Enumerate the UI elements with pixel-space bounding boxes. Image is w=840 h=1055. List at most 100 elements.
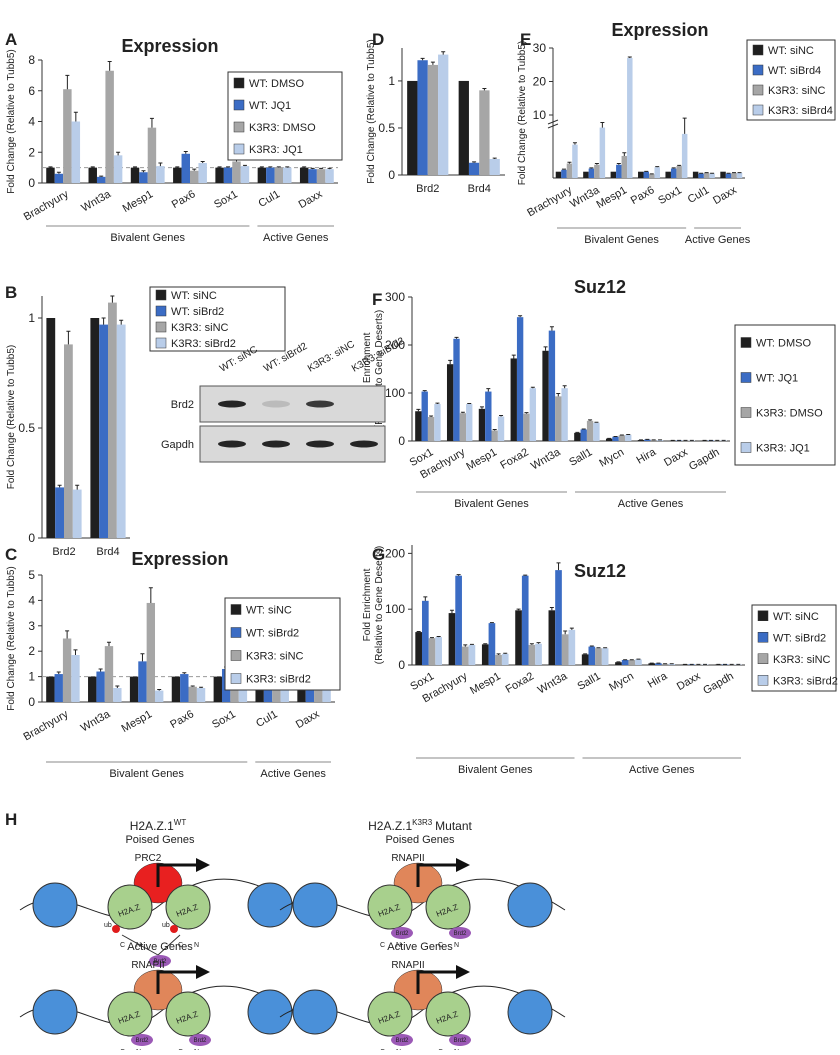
bar bbox=[241, 166, 249, 183]
bar bbox=[434, 404, 440, 441]
legend-swatch bbox=[234, 122, 244, 132]
bar bbox=[422, 392, 428, 441]
bar bbox=[71, 655, 79, 702]
arrow-head bbox=[196, 858, 210, 872]
legend-label: K3R3: DMSO bbox=[756, 408, 823, 420]
error-bar bbox=[116, 152, 120, 155]
legend-label: K3R3: JQ1 bbox=[756, 443, 810, 455]
bar bbox=[693, 172, 698, 178]
error-bar bbox=[512, 355, 516, 358]
error-bar bbox=[483, 644, 487, 645]
x-tick-label: Foxa2 bbox=[498, 446, 530, 472]
heading-text: H2A.Z.1 bbox=[368, 819, 412, 833]
bar bbox=[502, 654, 509, 665]
error-bar bbox=[140, 654, 144, 662]
legend-label: K3R3: DMSO bbox=[249, 122, 316, 134]
x-tick-label: Pax6 bbox=[168, 708, 196, 731]
legend-swatch bbox=[231, 628, 241, 638]
bar bbox=[283, 168, 291, 183]
error-bar bbox=[557, 563, 561, 570]
bar bbox=[561, 170, 566, 178]
bar bbox=[460, 413, 466, 441]
error-bar bbox=[99, 176, 103, 177]
error-bar bbox=[583, 654, 587, 655]
error-bar bbox=[600, 123, 604, 128]
x-tick-label: Daxx bbox=[297, 188, 325, 211]
x-tick-label: Cul1 bbox=[256, 188, 282, 210]
error-bar bbox=[184, 151, 188, 153]
x-tick-label: Brachyury bbox=[22, 188, 71, 223]
x-tick-label: Mesp1 bbox=[121, 188, 156, 215]
chart-title: Expression bbox=[611, 20, 708, 40]
bar bbox=[522, 576, 529, 665]
bar bbox=[46, 168, 54, 183]
bar bbox=[611, 172, 616, 178]
bar bbox=[589, 169, 594, 178]
bar bbox=[535, 644, 542, 665]
legend-label: WT: siNC bbox=[773, 611, 819, 623]
bar bbox=[625, 435, 631, 441]
error-bar bbox=[482, 88, 486, 90]
x-tick-label: Sall1 bbox=[567, 446, 594, 469]
bar bbox=[139, 172, 147, 183]
n-terminus: N bbox=[194, 942, 199, 949]
group-label: Bivalent Genes bbox=[110, 232, 185, 244]
brd2-label: Brd2 bbox=[454, 931, 467, 937]
x-tick-label: Mesp1 bbox=[120, 708, 155, 735]
panel-letter: H bbox=[5, 810, 17, 829]
x-tick-label: Gapdh bbox=[687, 446, 722, 473]
y-axis-label: Fold Enrichment bbox=[362, 568, 373, 641]
ub-label: ub bbox=[162, 922, 170, 929]
group-label: Bivalent Genes bbox=[454, 498, 529, 510]
bar bbox=[131, 168, 139, 183]
arrow-head bbox=[456, 858, 470, 872]
bar bbox=[130, 677, 138, 702]
bar bbox=[665, 172, 670, 178]
nucleosome bbox=[293, 883, 337, 927]
ub-mark bbox=[112, 925, 120, 933]
bar bbox=[606, 439, 612, 441]
legend-swatch bbox=[234, 78, 244, 88]
bar bbox=[415, 411, 421, 441]
brd2-label: Brd2 bbox=[396, 1038, 409, 1044]
legend-label: K3R3: siNC bbox=[768, 85, 826, 97]
error-bar bbox=[497, 654, 501, 655]
enzyme-label: RNAPII bbox=[391, 853, 424, 864]
scene-label: Active Genes bbox=[387, 941, 453, 953]
legend-swatch bbox=[156, 306, 166, 316]
y-tick-label: 1 bbox=[28, 670, 35, 684]
nucleosome bbox=[508, 883, 552, 927]
bar bbox=[482, 644, 489, 665]
bar bbox=[530, 388, 536, 441]
bar bbox=[492, 430, 498, 441]
error-bar bbox=[493, 158, 497, 159]
error-bar bbox=[311, 168, 315, 169]
bar bbox=[182, 154, 190, 183]
legend-swatch bbox=[234, 144, 244, 154]
error-bar bbox=[563, 386, 567, 388]
legend-label: WT: siBrd2 bbox=[246, 628, 299, 640]
arrow-head bbox=[196, 965, 210, 979]
error-bar bbox=[544, 347, 548, 351]
x-tick-label: Sox1 bbox=[210, 708, 238, 731]
error-bar bbox=[537, 643, 541, 644]
error-bar bbox=[74, 112, 78, 121]
bar bbox=[428, 65, 438, 175]
error-bar bbox=[110, 296, 114, 303]
bar bbox=[435, 637, 442, 665]
bar bbox=[549, 610, 556, 665]
bar bbox=[449, 613, 456, 665]
y-tick-label: 300 bbox=[385, 290, 405, 304]
legend-swatch bbox=[758, 632, 768, 642]
enzyme-label: RNAPII bbox=[131, 960, 164, 971]
x-tick-label: Cul1 bbox=[254, 708, 280, 730]
bar bbox=[555, 396, 561, 441]
bar bbox=[644, 172, 649, 178]
error-bar bbox=[531, 387, 535, 388]
bar bbox=[582, 654, 589, 665]
y-axis-label: Fold Change (Relative to Tubb5) bbox=[6, 49, 17, 194]
legend-label: K3R3: siNC bbox=[773, 654, 831, 666]
error-bar bbox=[199, 687, 203, 688]
bar bbox=[654, 167, 659, 178]
